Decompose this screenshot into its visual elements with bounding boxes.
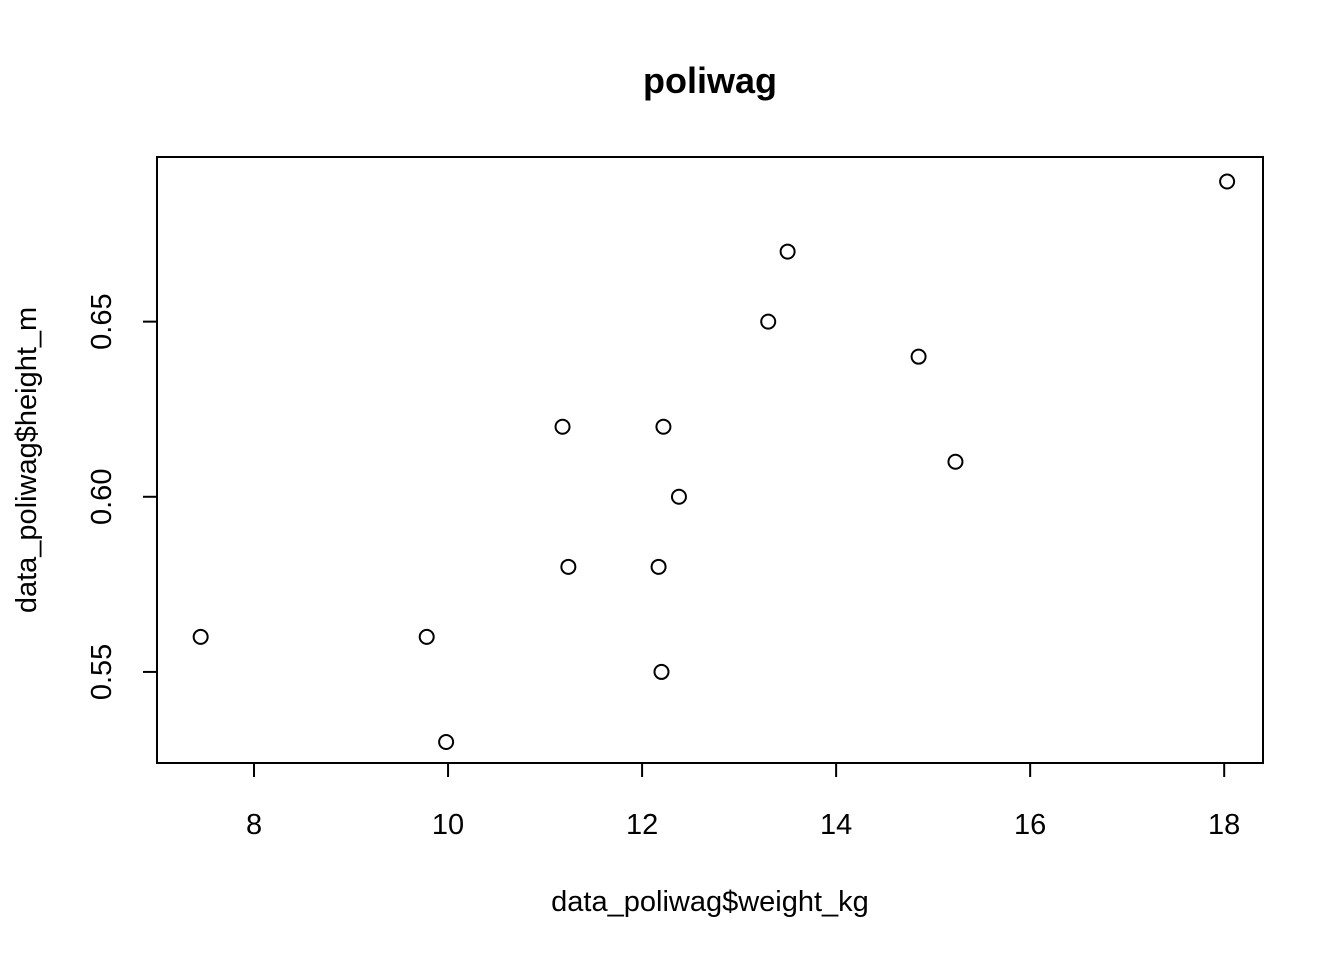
x-tick-label: 14: [820, 809, 852, 841]
data-point: [554, 418, 571, 435]
x-axis: 8 10 12 14 16 18: [246, 762, 1240, 841]
data-point: [760, 313, 777, 330]
x-tick-label: 8: [246, 809, 262, 841]
y-tick-label: 0.65: [86, 293, 118, 349]
y-axis: 0.55 0.60 0.65: [86, 293, 158, 700]
data-point: [438, 733, 455, 750]
x-tick-label: 10: [432, 809, 464, 841]
chart-title: poliwag: [643, 60, 777, 101]
x-axis-label: data_poliwag$weight_kg: [551, 886, 869, 918]
data-point: [910, 348, 927, 365]
x-tick-label: 16: [1014, 809, 1046, 841]
data-point: [418, 628, 435, 645]
data-point: [650, 558, 667, 575]
data-point: [670, 488, 687, 505]
data-point: [1219, 173, 1236, 190]
data-point: [779, 243, 796, 260]
data-point: [653, 663, 670, 680]
y-axis-label: data_poliwag$height_m: [11, 307, 43, 613]
x-tick-label: 18: [1208, 809, 1240, 841]
plot-frame: [156, 156, 1264, 764]
y-tick-label: 0.60: [86, 469, 118, 525]
data-point: [192, 628, 209, 645]
data-point: [947, 453, 964, 470]
data-point: [560, 558, 577, 575]
x-tick-label: 12: [626, 809, 658, 841]
data-point: [655, 418, 672, 435]
data-points: [192, 173, 1236, 750]
y-tick-label: 0.55: [86, 644, 118, 700]
